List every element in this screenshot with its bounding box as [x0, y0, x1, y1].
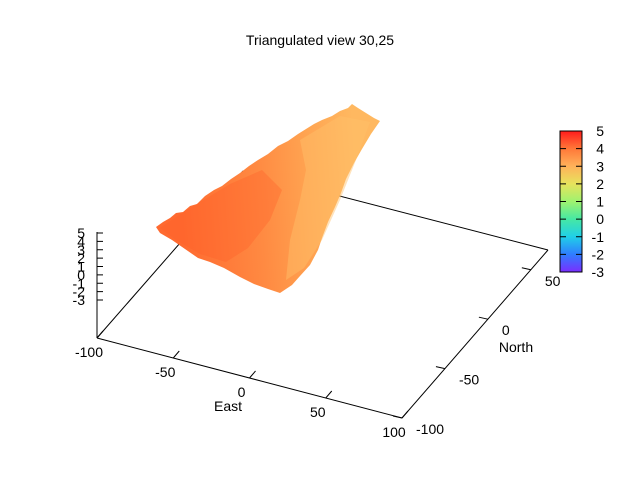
colorbar-tick-label: 2 — [596, 176, 604, 192]
base-axis-lines — [96, 249, 549, 419]
z-tick-label: 4 — [77, 233, 85, 249]
x-tick-label: 0 — [238, 384, 246, 400]
x-tick-mark — [249, 370, 256, 379]
colorbar-tick-label: -3 — [592, 264, 605, 280]
x-axis-label: East — [214, 398, 242, 414]
x-tick-mark — [325, 390, 333, 399]
x-tick-mark — [96, 330, 104, 339]
surface — [156, 104, 380, 293]
z-tick-label: -1 — [73, 275, 86, 291]
z-tick-label: 0 — [77, 267, 85, 283]
y-tick-label: -50 — [459, 372, 479, 388]
z-tick-label: 3 — [77, 242, 85, 258]
y-tick-mark — [521, 267, 531, 271]
colorbar-tick-label: 5 — [596, 123, 604, 139]
colorbar-tick-label: 0 — [596, 211, 604, 227]
z-tick-label: 2 — [77, 250, 85, 266]
colorbar-ticks: -3 -2-1 01 2 34 5 — [560, 123, 604, 280]
y-axis-label: North — [499, 339, 533, 355]
x-tick-label: 100 — [382, 424, 406, 440]
x-tick-mark — [401, 410, 409, 419]
x-tick-mark — [172, 350, 180, 359]
colorbar-tick-label: 1 — [596, 194, 604, 210]
y-tick-label: -100 — [416, 421, 444, 437]
z-tick-label: -3 — [73, 292, 86, 308]
y-tick-mark — [478, 316, 488, 320]
y-tick-mark — [435, 366, 446, 370]
surface-body — [156, 104, 380, 293]
colorbar: -3 -2-1 01 2 34 5 — [559, 123, 604, 280]
z-tick-label: 5 — [77, 225, 85, 241]
y-tick-label: 0 — [502, 322, 510, 338]
surface-light-region — [286, 116, 370, 280]
surface-shading — [160, 170, 282, 262]
y-tick-mark — [392, 415, 403, 419]
colorbar-tick-label: -1 — [592, 229, 605, 245]
x-axis-ticks: -100 -50 0 50 100 — [75, 330, 409, 440]
x-tick-label: 50 — [310, 404, 326, 420]
colorbar-tick-label: 3 — [596, 158, 604, 174]
colorbar-tick-label: 4 — [596, 141, 604, 157]
x-tick-label: -50 — [155, 364, 175, 380]
y-tick-label: 50 — [545, 273, 561, 289]
z-tick-label: 1 — [77, 259, 85, 275]
colorbar-tick-label: -2 — [592, 246, 605, 262]
chart-title: Triangulated view 30,25 — [246, 32, 394, 48]
y-axis-ticks: -100 -50 0 50 — [392, 267, 561, 437]
z-tick-label: -2 — [73, 284, 86, 300]
x-tick-label: -100 — [75, 344, 103, 360]
